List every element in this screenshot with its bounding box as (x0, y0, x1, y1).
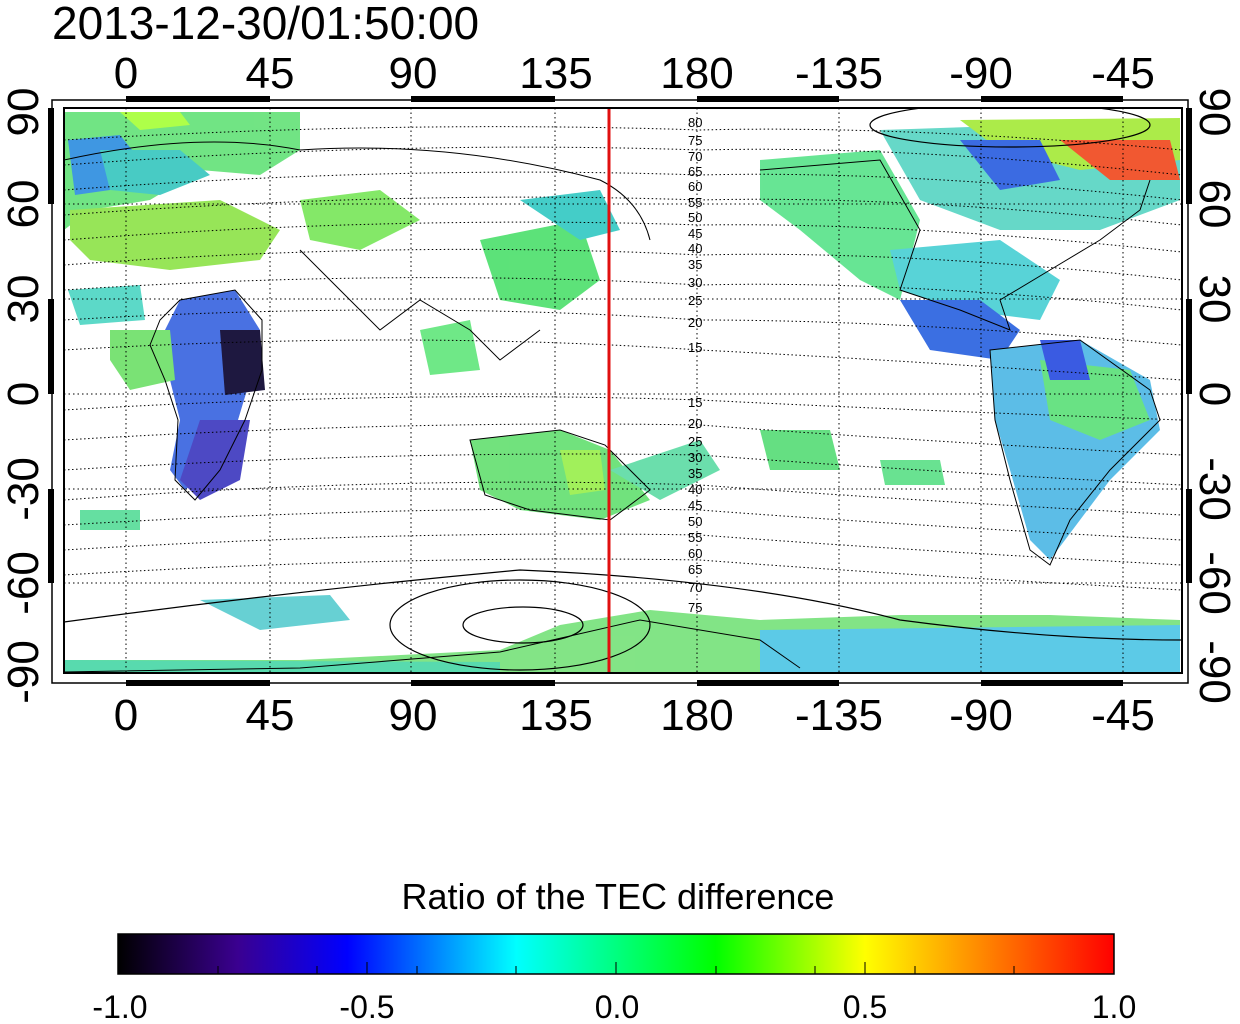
bottom-lon-labels: 0 45 90 135 180 -135 -90 -45 (114, 691, 1155, 740)
lon-label-top: 180 (660, 49, 733, 98)
colorbar-minor-ticks (217, 962, 1015, 974)
lon-label-top: 135 (519, 49, 592, 98)
lon-label-bottom: -45 (1091, 691, 1155, 740)
colorbar-tick-label: -0.5 (339, 989, 394, 1024)
contour-label: 75 (688, 600, 702, 615)
contour-label: 60 (688, 546, 702, 561)
contour-label: 65 (688, 562, 702, 577)
contour-label: 45 (688, 498, 702, 513)
lon-label-bottom: -90 (949, 691, 1013, 740)
contour-label: 60 (688, 179, 702, 194)
lat-label-right: 0 (1190, 382, 1239, 406)
lat-label-left: -30 (0, 457, 48, 521)
lat-label-left: 0 (0, 382, 48, 406)
right-lat-labels: 90 60 30 0 -30 -60 -90 (1190, 88, 1239, 704)
lat-label-left: -60 (0, 551, 48, 615)
lon-label-bottom: 90 (389, 691, 438, 740)
lat-label-right: 30 (1190, 275, 1239, 324)
lat-label-right: -60 (1190, 551, 1239, 615)
coastlines (64, 141, 1161, 673)
contour-label: 75 (688, 133, 702, 148)
axis-border-segments (48, 96, 1192, 686)
colorbar-tick-label: 1.0 (1092, 989, 1136, 1024)
lat-label-left: 60 (0, 180, 48, 229)
lon-label-bottom: 45 (246, 691, 295, 740)
contour-label: 70 (688, 149, 702, 164)
contour-label: 25 (688, 293, 702, 308)
contour-label: 20 (688, 416, 702, 431)
contour-label: 45 (688, 226, 702, 241)
lat-label-right: -30 (1190, 457, 1239, 521)
lon-label-bottom: -135 (795, 691, 883, 740)
lat-label-left: -90 (0, 640, 48, 704)
lon-label-bottom: 135 (519, 691, 592, 740)
contour-label: 35 (688, 466, 702, 481)
colorbar-tick-label: 0.5 (843, 989, 887, 1024)
lon-label-top: 0 (114, 49, 138, 98)
contour-label: 70 (688, 580, 702, 595)
contour-label: 15 (688, 340, 702, 355)
lon-label-bottom: 180 (660, 691, 733, 740)
contour-label: 65 (688, 164, 702, 179)
lon-label-top: -90 (949, 49, 1013, 98)
lon-label-top: -135 (795, 49, 883, 98)
map-frame (63, 107, 1183, 674)
contour-label: 40 (688, 482, 702, 497)
colorbar-tick-labels: -1.0 -0.5 0.0 0.5 1.0 (92, 989, 1136, 1024)
contour-label: 25 (688, 434, 702, 449)
contour-label: 55 (688, 195, 702, 210)
contour-label: 50 (688, 514, 702, 529)
lat-label-left: 90 (0, 88, 48, 137)
left-lat-labels: 90 60 30 0 -30 -60 -90 (0, 88, 48, 704)
colorbar-tick-label: 0.0 (595, 989, 639, 1024)
lon-label-top: 45 (246, 49, 295, 98)
contour-labels-south: 15 20 25 30 35 40 45 50 55 60 65 70 75 (688, 395, 702, 615)
top-lon-labels: 0 45 90 135 180 -135 -90 -45 (114, 49, 1155, 98)
contour-label: 30 (688, 275, 702, 290)
contour-label: 50 (688, 210, 702, 225)
lon-label-bottom: 0 (114, 691, 138, 740)
lat-label-right: 60 (1190, 180, 1239, 229)
lon-label-top: 90 (389, 49, 438, 98)
colorbar-title: Ratio of the TEC difference (401, 876, 835, 917)
colorbar-tick-label: -1.0 (92, 989, 147, 1024)
contour-label: 35 (688, 257, 702, 272)
contour-label: 40 (688, 241, 702, 256)
lon-label-top: -45 (1091, 49, 1155, 98)
tec-data-patches (64, 112, 1180, 673)
map-area: 80 75 70 65 60 55 50 45 40 35 30 25 20 1… (51, 99, 1189, 684)
contour-label: 15 (688, 395, 702, 410)
contour-label: 20 (688, 315, 702, 330)
contour-labels-north: 80 75 70 65 60 55 50 45 40 35 30 25 20 1… (688, 115, 702, 355)
timestamp-title: 2013-12-30/01:50:00 (52, 0, 480, 49)
colorbar: -1.0 -0.5 0.0 0.5 1.0 (92, 933, 1136, 1024)
contour-label: 80 (688, 115, 702, 130)
lat-label-left: 30 (0, 275, 48, 324)
lat-label-right: 90 (1190, 88, 1239, 137)
lat-label-right: -90 (1190, 640, 1239, 704)
graticule (64, 108, 1182, 673)
magnetic-contours (64, 126, 1182, 591)
southern-oval-contours (64, 108, 1182, 671)
contour-label: 55 (688, 530, 702, 545)
contour-label: 30 (688, 450, 702, 465)
